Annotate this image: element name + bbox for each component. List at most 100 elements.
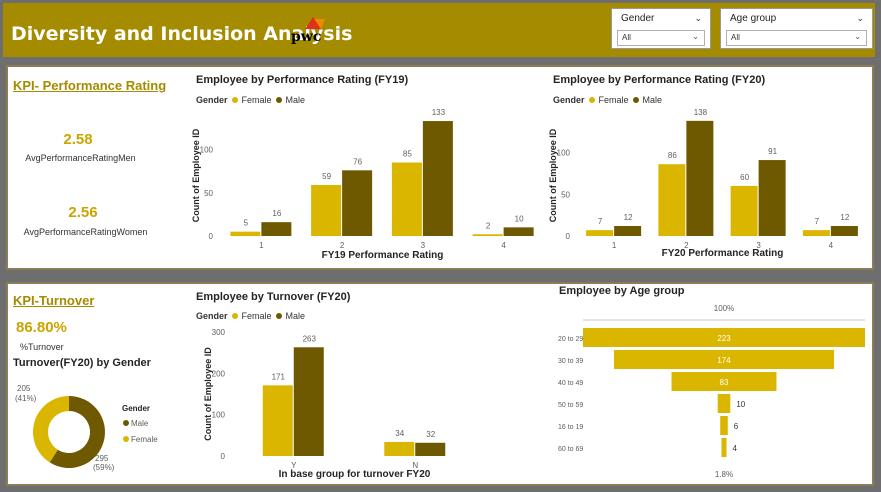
- y-tick-label: 100: [557, 149, 571, 158]
- y-axis-title: Count of Employee ID: [191, 128, 201, 222]
- bar-female: [384, 441, 415, 456]
- data-label: 10: [515, 214, 524, 223]
- funnel-top-label: 100%: [714, 304, 734, 313]
- data-label: 2: [486, 221, 491, 230]
- funnel-category-label: 30 to 39: [558, 358, 583, 365]
- bar-male: [293, 347, 324, 456]
- fy20-legend: Gender Female Male: [553, 95, 663, 105]
- data-label: 171: [272, 372, 286, 381]
- chevron-down-icon[interactable]: ⌄: [694, 13, 702, 23]
- bar-female: [262, 385, 293, 456]
- bar-male: [830, 225, 858, 236]
- x-axis-title: In base group for turnover FY20: [279, 469, 431, 480]
- bar-female: [730, 185, 758, 236]
- donut-male-value: 295: [95, 454, 109, 463]
- data-label: 12: [624, 213, 633, 222]
- funnel-bar: [583, 328, 865, 347]
- funnel-bar: [717, 394, 731, 413]
- age-group-slicer[interactable]: Age group ⌄ All ⌄: [720, 8, 873, 49]
- data-label: 7: [598, 217, 603, 226]
- chevron-down-icon[interactable]: ⌄: [854, 32, 861, 41]
- funnel-value-label: 10: [736, 400, 745, 409]
- avg-rating-women-value: 2.56: [68, 204, 98, 221]
- turnover-panel: KPI-Turnover 86.80% %Turnover Turnover(F…: [6, 282, 874, 486]
- bar-female: [230, 231, 261, 236]
- data-label: 12: [840, 213, 849, 222]
- bar-female: [802, 230, 830, 236]
- x-tick-label: 3: [421, 241, 426, 250]
- funnel-bar: [671, 372, 777, 391]
- bar-female: [311, 185, 342, 236]
- data-label: 138: [694, 108, 708, 117]
- turnover-donut-chart: 205(41%) 295(59%) Gender Male Female: [15, 384, 158, 472]
- data-label: 85: [403, 150, 412, 159]
- y-tick-label: 100: [212, 411, 226, 420]
- y-tick-label: 0: [566, 232, 571, 241]
- y-tick-label: 0: [221, 452, 226, 461]
- data-label: 59: [322, 172, 331, 181]
- donut-legend-male: Male: [131, 419, 149, 428]
- x-axis-title: FY19 Performance Rating: [322, 250, 444, 261]
- bar-male: [758, 160, 786, 236]
- age-group-dropdown[interactable]: All ⌄: [726, 30, 867, 46]
- funnel-category-label: 60 to 69: [558, 446, 583, 453]
- data-label: 263: [303, 334, 317, 343]
- donut-legend-female: Female: [131, 435, 158, 444]
- bar-female: [472, 234, 503, 236]
- donut-female-pct: (41%): [15, 394, 37, 403]
- funnel-bottom-label: 1.8%: [715, 470, 733, 479]
- avg-rating-women-label: AvgPerformanceRatingWomen: [23, 227, 148, 237]
- y-tick-label: 50: [561, 190, 570, 199]
- female-legend-dot: [231, 97, 238, 103]
- fy19-chart-title: Employee by Performance Rating (FY19): [196, 74, 409, 86]
- chevron-down-icon[interactable]: ⌄: [856, 13, 864, 23]
- x-axis-title: FY20 Performance Rating: [662, 248, 784, 259]
- gender-slicer[interactable]: Gender ⌄ All ⌄: [611, 8, 711, 49]
- chevron-down-icon[interactable]: ⌄: [692, 32, 699, 41]
- gender-slicer-title: Gender: [621, 13, 655, 24]
- gender-dropdown[interactable]: All ⌄: [617, 30, 705, 46]
- data-label: 133: [432, 108, 446, 117]
- x-tick-label: 2: [684, 241, 689, 250]
- data-label: 16: [272, 209, 281, 218]
- x-tick-label: 4: [829, 241, 834, 250]
- y-axis-title: Count of Employee ID: [203, 347, 213, 441]
- data-label: 76: [353, 157, 362, 166]
- y-tick-label: 200: [212, 369, 226, 378]
- turnover-chart-title: Employee by Turnover (FY20): [196, 291, 351, 303]
- funnel-value-label: 4: [733, 444, 738, 453]
- page-title: Diversity and Inclusion Analysis: [11, 23, 353, 45]
- funnel-category-label: 16 to 19: [558, 424, 583, 431]
- kpi-performance-heading: KPI- Performance Rating: [13, 78, 167, 93]
- x-tick-label: 3: [756, 241, 761, 250]
- bar-male: [415, 442, 446, 456]
- donut-title: Turnover(FY20) by Gender: [13, 357, 151, 369]
- avg-rating-men-label: AvgPerformanceRatingMen: [25, 153, 136, 163]
- female-legend-dot: [123, 436, 129, 442]
- bar-male: [614, 225, 642, 236]
- bar-male: [342, 170, 373, 236]
- y-axis-title: Count of Employee ID: [548, 128, 558, 222]
- bar-male: [503, 227, 534, 236]
- male-legend-dot: [275, 313, 282, 319]
- funnel-bar: [721, 438, 727, 457]
- turnover-legend: Gender Female Male: [196, 311, 306, 321]
- donut-slice-male: [49, 396, 105, 468]
- bar-male: [261, 222, 292, 236]
- x-tick-label: 2: [340, 241, 345, 250]
- donut-slice-female: [33, 396, 69, 463]
- y-tick-label: 100: [200, 146, 214, 155]
- male-legend-dot: [123, 420, 129, 426]
- female-legend-dot: [588, 97, 595, 103]
- female-legend-dot: [231, 313, 238, 319]
- y-tick-label: 300: [212, 328, 226, 337]
- male-legend-dot: [632, 97, 639, 103]
- data-label: 34: [395, 429, 404, 438]
- funnel-category-label: 40 to 49: [558, 380, 583, 387]
- bar-male: [422, 121, 453, 236]
- x-tick-label: 4: [501, 241, 506, 250]
- avg-rating-men-value: 2.58: [63, 131, 93, 148]
- age-funnel-title: Employee by Age group: [559, 285, 685, 297]
